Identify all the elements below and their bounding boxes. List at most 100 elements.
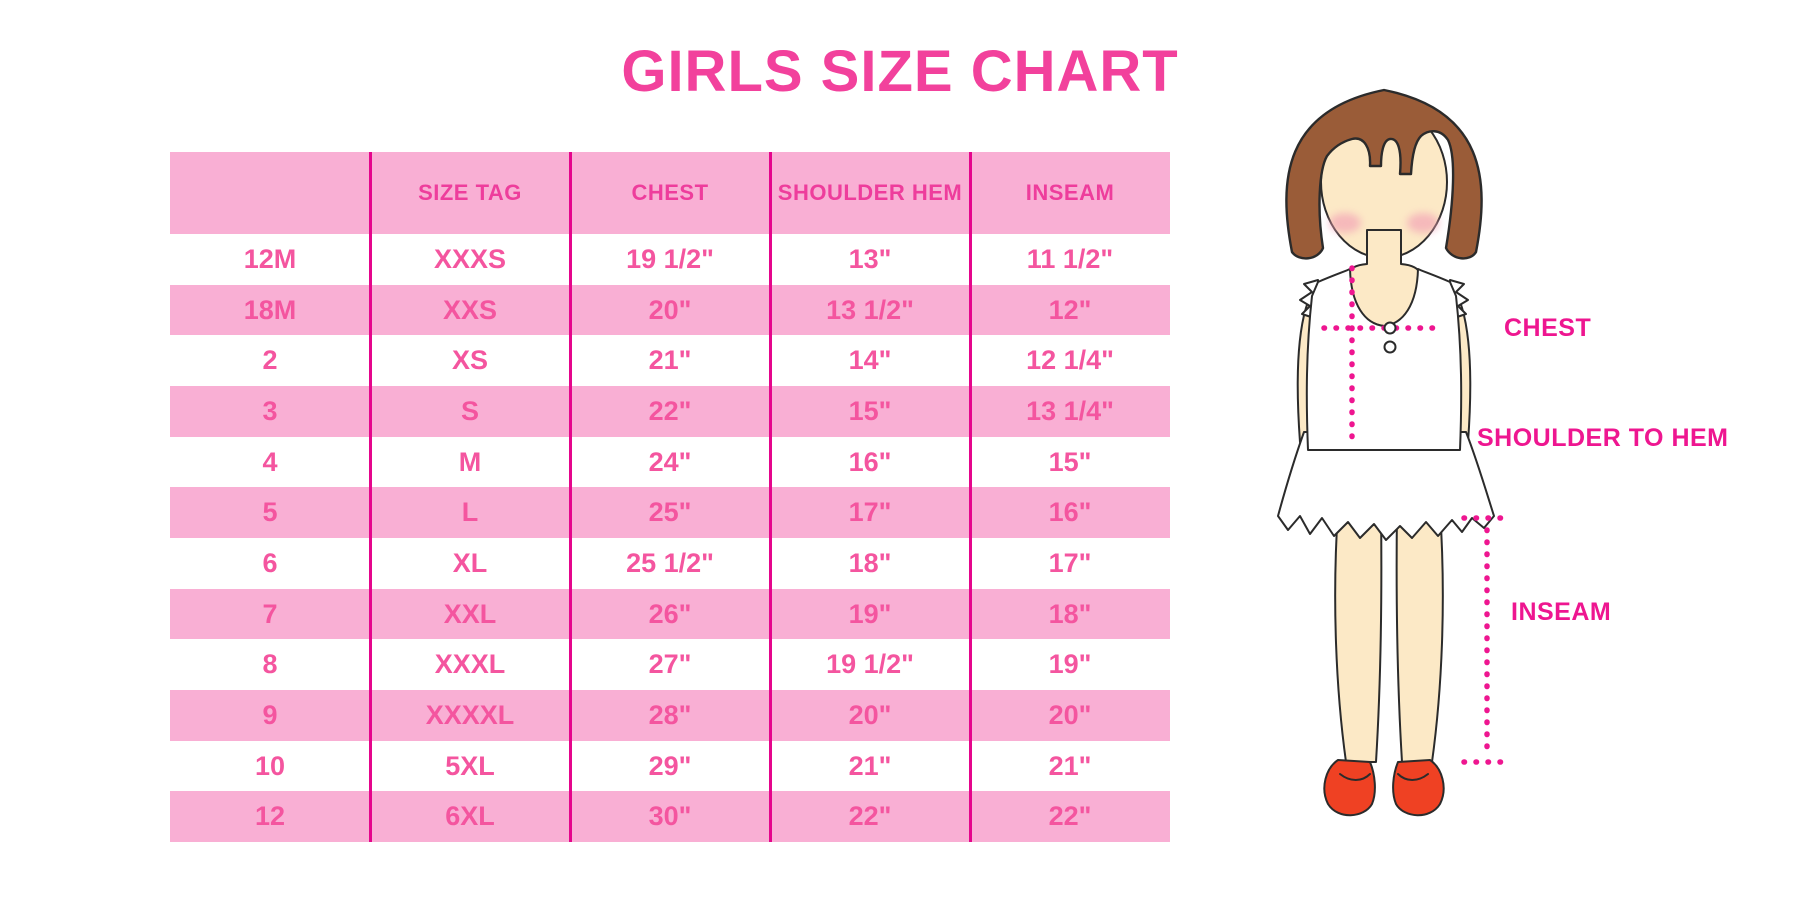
- girl-skirt: [1277, 431, 1495, 541]
- table-row: 9 XXXXL 28" 20" 20": [170, 690, 1170, 741]
- table-cell: 6: [262, 547, 278, 578]
- table-cell: 10: [254, 750, 286, 781]
- table-cell: 18": [1048, 598, 1092, 629]
- chest-label: CHEST: [1504, 314, 1592, 342]
- table-cell: 18M: [243, 294, 297, 325]
- table-row: 4 M 24" 16" 15": [170, 436, 1170, 488]
- girl-dress-bodice: [1305, 268, 1463, 451]
- girl-leg-left: [1334, 509, 1383, 763]
- table-cell: 4: [262, 446, 278, 477]
- table-cell: 12M: [243, 243, 297, 274]
- table-cell: 13": [848, 243, 892, 274]
- table-cell: 20": [1048, 699, 1092, 730]
- table-cell: 11 1/2": [1026, 243, 1114, 274]
- girl-leg-right: [1395, 509, 1444, 763]
- column-header-chest: CHEST: [631, 180, 709, 205]
- table-cell: 15": [1048, 446, 1092, 477]
- column-header-blank: [170, 152, 370, 234]
- table-row: 10 5XL 29" 21" 21": [170, 740, 1170, 792]
- table-cell: 25 1/2": [626, 547, 714, 578]
- table-row: 2 XS 21" 14" 12 1/4": [170, 335, 1170, 387]
- table-cell: 13 1/2": [826, 294, 914, 325]
- table-cell: 2: [262, 345, 278, 376]
- table-row: 5 L 25" 17" 16": [170, 487, 1170, 539]
- table-cell: XL: [452, 547, 488, 578]
- girl-shoes: [1323, 759, 1445, 817]
- table-cell: 12 1/4": [1026, 345, 1114, 376]
- table-cell: 26": [648, 598, 692, 629]
- table-row: 12 6XL 30" 22" 22": [170, 791, 1170, 843]
- table-cell: XXXXL: [425, 699, 515, 730]
- table-cell: 30": [648, 801, 692, 832]
- table-cell: 7: [262, 598, 278, 629]
- girl-blush-left: [1329, 213, 1361, 233]
- column-divider-4: [968, 152, 972, 842]
- table-cell: XXS: [442, 294, 498, 325]
- table-cell: 22": [848, 801, 892, 832]
- inseam-measure-line: [1461, 515, 1513, 765]
- girl-illustration: [1277, 88, 1513, 817]
- table-cell: 28": [648, 699, 692, 730]
- table-cell: 17": [848, 497, 892, 528]
- table-cell: 19 1/2": [826, 649, 914, 680]
- table-cell: 27": [648, 649, 692, 680]
- table-cell: 9: [262, 699, 278, 730]
- table-cell: 25": [648, 497, 692, 528]
- table-cell: S: [460, 395, 479, 426]
- table-cell: 5: [262, 497, 278, 528]
- column-header-size-tag: SIZE TAG: [418, 180, 522, 205]
- table-cell: XS: [451, 345, 489, 376]
- column-divider-1: [368, 152, 372, 842]
- table-row: 7 XXL 26" 19" 18": [170, 588, 1170, 640]
- column-divider-3: [768, 152, 772, 842]
- table-cell: 6XL: [445, 801, 495, 832]
- page-title: GIRLS SIZE CHART: [621, 39, 1179, 104]
- column-divider-2: [568, 152, 572, 842]
- table-cell: 22": [648, 395, 692, 426]
- table-cell: 21": [648, 345, 692, 376]
- table-cell: 17": [1048, 547, 1092, 578]
- shoulder-to-hem-label: SHOULDER TO HEM: [1477, 424, 1729, 452]
- table-cell: 15": [848, 395, 892, 426]
- table-cell: M: [458, 446, 482, 477]
- table-cell: 19": [848, 598, 892, 629]
- table-cell: 3: [262, 395, 278, 426]
- table-cell: L: [461, 497, 479, 528]
- table-row: 18M XXS 20" 13 1/2" 12": [170, 284, 1170, 336]
- table-cell: 20": [848, 699, 892, 730]
- table-row: 8 XXXL 27" 19 1/2" 19": [170, 639, 1170, 691]
- table-cell: 13 1/4": [1026, 395, 1114, 426]
- girl-dress-button-bottom: [1383, 340, 1397, 354]
- inseam-label: INSEAM: [1511, 598, 1612, 626]
- table-cell: XXXS: [433, 243, 507, 274]
- table-cell: 19 1/2": [626, 243, 714, 274]
- column-header-shoulder-hem: SHOULDER HEM: [777, 180, 963, 205]
- table-cell: 24": [648, 446, 692, 477]
- table-cell: 20": [648, 294, 692, 325]
- table-cell: XXXL: [434, 649, 506, 680]
- girl-hair: [1285, 88, 1483, 260]
- table-cell: 29": [648, 750, 692, 781]
- column-header-inseam: INSEAM: [1025, 180, 1115, 205]
- size-table-header-row: SIZE TAG CHEST SHOULDER HEM INSEAM: [170, 152, 1170, 234]
- girl-blush-right: [1407, 213, 1439, 233]
- table-cell: 8: [262, 649, 278, 680]
- table-row: 6 XL 25 1/2" 18" 17": [170, 538, 1170, 589]
- table-cell: 12: [254, 801, 286, 832]
- table-cell: 16": [848, 446, 892, 477]
- size-table: SIZE TAG CHEST SHOULDER HEM INSEAM 12M XXXS 1…: [170, 152, 1170, 843]
- table-cell: 5XL: [445, 750, 495, 781]
- table-cell: 16": [1048, 497, 1092, 528]
- table-cell: 21": [1048, 750, 1092, 781]
- table-cell: 19": [1048, 649, 1092, 680]
- girl-dress-button-top: [1383, 321, 1397, 335]
- table-cell: XXL: [443, 598, 497, 629]
- table-cell: 12": [1048, 294, 1092, 325]
- table-cell: 22": [1048, 801, 1092, 832]
- table-cell: 14": [848, 345, 892, 376]
- table-cell: 18": [848, 547, 892, 578]
- table-row: 3 S 22" 15" 13 1/4": [170, 386, 1170, 437]
- table-cell: 21": [848, 750, 892, 781]
- table-row: 12M XXXS 19 1/2" 13" 11 1/2": [170, 234, 1170, 285]
